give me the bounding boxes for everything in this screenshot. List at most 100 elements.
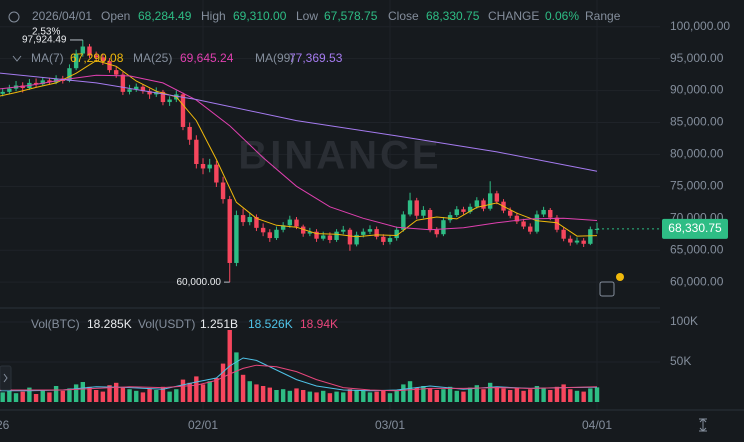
volume-bar xyxy=(361,390,366,402)
close-value: 68,330.75 xyxy=(426,9,480,23)
last-price: 68,330.75 xyxy=(668,221,722,235)
candle-body xyxy=(194,139,199,164)
volume-bar xyxy=(7,389,12,402)
side-toggle-icon xyxy=(3,373,8,383)
open-label: Open xyxy=(101,9,130,23)
settings-icon[interactable] xyxy=(8,11,20,23)
candle-body xyxy=(280,225,286,230)
candle-body xyxy=(287,219,293,226)
y-tick-label: 75,000.00 xyxy=(670,179,724,193)
volume-bar xyxy=(407,381,413,402)
candle-body xyxy=(53,78,59,83)
volume-bar xyxy=(467,387,473,402)
collapse-icon[interactable] xyxy=(12,55,22,62)
volume-bar xyxy=(374,391,379,402)
volume-bar xyxy=(127,389,132,402)
candle-body xyxy=(187,126,192,140)
candle-body xyxy=(568,238,573,243)
candle-body xyxy=(100,57,106,62)
candle-body xyxy=(7,88,12,92)
ma-value: 69,645.24 xyxy=(180,51,234,65)
volume-bar xyxy=(581,391,586,402)
volume-bar xyxy=(414,387,419,402)
volume-bar xyxy=(180,379,186,402)
ma-label: MA(99) xyxy=(255,51,294,65)
volume-bar xyxy=(120,387,126,402)
candle-body xyxy=(254,216,259,228)
candle-body xyxy=(140,86,146,92)
volume-bar xyxy=(367,392,373,402)
candle-body xyxy=(167,99,172,103)
volume-bar xyxy=(60,390,65,402)
volume-bar xyxy=(588,388,593,402)
volume-bar xyxy=(154,390,159,402)
vol-btc-label: Vol(BTC) xyxy=(31,317,80,331)
change-label: CHANGE xyxy=(488,9,539,23)
volume-bar xyxy=(254,384,259,402)
volume-bar xyxy=(87,386,92,402)
side-toggle[interactable] xyxy=(0,365,12,391)
candle-body xyxy=(554,217,560,230)
volume-bar xyxy=(200,384,206,402)
volume-bar xyxy=(134,390,139,402)
volume-bar xyxy=(40,390,45,402)
ma-line xyxy=(0,72,598,172)
volume-bar xyxy=(73,384,79,402)
candle-body xyxy=(494,193,500,202)
candle-body xyxy=(87,46,92,56)
volume-bar xyxy=(354,390,359,402)
candle-body xyxy=(347,229,353,245)
candle-body xyxy=(180,94,186,127)
volume-bar xyxy=(114,382,119,402)
y-tick-label: 80,000.00 xyxy=(670,147,724,161)
candle-body xyxy=(508,210,513,216)
volume-bar xyxy=(574,390,580,402)
volume-bar xyxy=(300,390,306,402)
volume-bar xyxy=(214,378,219,402)
candle-body xyxy=(581,240,586,244)
volume-bar xyxy=(260,386,266,402)
volume-bar xyxy=(487,382,493,402)
volume-bar xyxy=(548,390,553,402)
volume-bar xyxy=(387,393,393,402)
candle-body xyxy=(427,209,433,230)
candle-body xyxy=(267,232,272,239)
scale-toggle[interactable] xyxy=(699,418,707,432)
candle-body xyxy=(528,226,533,232)
candle-body xyxy=(334,231,339,240)
volume-bar xyxy=(294,388,299,402)
candle-body xyxy=(227,199,232,263)
vol-tick-label: 100K xyxy=(670,314,698,328)
alert-dot[interactable] xyxy=(616,273,624,281)
candle-body xyxy=(200,163,206,169)
candle-body xyxy=(421,209,426,216)
candle-body xyxy=(300,226,306,234)
candle-body xyxy=(414,200,419,216)
x-tick-label: 04/01 xyxy=(582,418,612,432)
vol-tick-label: 50K xyxy=(670,354,691,368)
volume-bar xyxy=(461,391,466,402)
watermark: BINANCE xyxy=(238,134,441,178)
volume-bar xyxy=(20,391,25,402)
volume-bar xyxy=(514,387,520,402)
candle-body xyxy=(401,214,406,230)
candle-body xyxy=(160,91,166,103)
volume-bar xyxy=(174,389,179,402)
candle-body xyxy=(207,164,212,169)
candle-body xyxy=(481,200,486,209)
volume-bar xyxy=(447,386,453,402)
candle-body xyxy=(147,91,152,95)
range-label: Range xyxy=(585,9,621,23)
vol-usdt-value: 1.251B xyxy=(200,317,238,331)
high-value: 69,310.00 xyxy=(233,9,287,23)
note-icon[interactable] xyxy=(599,281,615,297)
candle-body xyxy=(40,80,45,85)
volume-bar xyxy=(220,363,226,402)
candle-body xyxy=(114,70,119,75)
open-value: 68,284.49 xyxy=(138,9,192,23)
volume-bar xyxy=(481,389,486,402)
vol-ma-value: 18.94K xyxy=(300,317,338,331)
candle-body xyxy=(454,209,459,216)
candle-body xyxy=(107,61,112,71)
